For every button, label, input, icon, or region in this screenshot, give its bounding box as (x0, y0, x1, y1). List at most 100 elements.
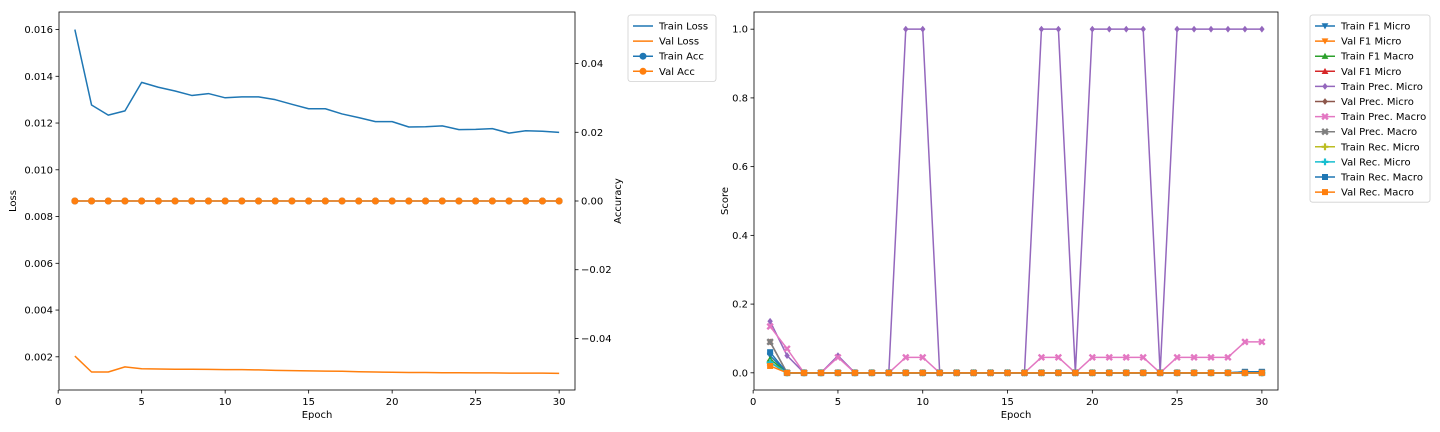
data-point-val-rec-macro (834, 369, 841, 376)
data-point-train-prec-micro (1106, 25, 1112, 33)
y-tick-label: 0.008 (24, 212, 53, 223)
score-chart-legend: Train F1 Micro Val F1 Micro Train F1 Macro… (1309, 14, 1431, 203)
legend-label: Train Rec. Micro (1340, 142, 1420, 153)
legend-entry-train-f1-macro: Train F1 Macro (1315, 52, 1414, 63)
data-point-train-prec-macro (1122, 353, 1130, 362)
y-tick-label: 0.2 (732, 300, 748, 311)
data-point-val-acc (371, 197, 379, 205)
data-point-val-acc (405, 197, 413, 205)
y-tick-label: 0.0 (732, 368, 748, 379)
series-val-rec-macro (767, 362, 1265, 376)
data-point-train-prec-macro (766, 322, 774, 331)
x-tick-label: 20 (1086, 397, 1099, 408)
legend-label: Val Prec. Micro (1341, 97, 1414, 108)
legend-swatch-marker (1321, 158, 1329, 166)
loss-chart-plot-area (71, 29, 563, 375)
data-point-train-prec-micro (1123, 25, 1129, 33)
legend-entry-val-prec-macro: Val Prec. Macro (1315, 127, 1417, 138)
y-tick-label: 0.8 (732, 93, 748, 104)
score-chart: 0 5 10 15 20 25 30 0.0 0.2 0.4 0.6 0.8 1.0 Epoch Sco… (720, 11, 1431, 421)
legend-label: Val Rec. Micro (1341, 157, 1411, 168)
data-point-val-acc (388, 197, 396, 205)
data-point-train-prec-macro (919, 353, 927, 362)
score-chart-x-axis-label: Epoch (1001, 410, 1032, 421)
data-point-val-acc (238, 197, 246, 205)
legend-swatch-marker (639, 52, 647, 60)
x-tick-label: 0 (750, 397, 756, 408)
series-val-acc (71, 197, 563, 205)
data-point-val-acc (488, 197, 496, 205)
legend-swatch-marker (1322, 83, 1328, 90)
data-point-train-prec-macro (1190, 353, 1198, 362)
data-point-val-rec-macro (851, 369, 858, 376)
data-point-train-prec-macro (902, 353, 910, 362)
data-point-val-acc (455, 197, 463, 205)
data-point-val-acc (305, 197, 313, 205)
y2-tick-label: −0.02 (581, 265, 612, 276)
data-point-val-acc (321, 197, 329, 205)
series-val-loss (74, 355, 560, 375)
legend-entry-train-prec-macro: Train Prec. Macro (1315, 112, 1426, 123)
legend-swatch-marker (1321, 67, 1329, 75)
legend-entry-train-loss: Train Loss (633, 22, 708, 33)
loss-chart-frame (58, 11, 576, 391)
data-point-train-f1-macro (766, 355, 774, 362)
legend-entry-val-rec-macro: Val Rec. Macro (1315, 188, 1414, 199)
x-tick-label: 5 (138, 397, 144, 408)
legend-label: Train F1 Micro (1340, 22, 1410, 33)
x-tick-label: 15 (1001, 397, 1014, 408)
legend-entry-val-rec-micro: Val Rec. Micro (1315, 157, 1411, 168)
legend-entry-val-f1-micro: Val F1 Micro (1315, 37, 1401, 48)
data-point-val-rec-macro (784, 369, 791, 376)
legend-entry-train-f1-micro: Train F1 Micro (1315, 22, 1410, 33)
y-tick-label: 0.004 (24, 306, 53, 317)
data-point-val-acc (538, 197, 546, 205)
data-point-val-rec-macro (1106, 369, 1113, 376)
y2-tick-label: −0.04 (581, 334, 612, 345)
data-point-train-prec-macro (1207, 353, 1215, 362)
legend-swatch-marker (1322, 98, 1328, 105)
legend-swatch-marker (1321, 38, 1329, 45)
series-line-val-loss (74, 355, 560, 375)
x-tick-label: 0 (55, 397, 61, 408)
score-chart-ticks: 0 5 10 15 20 25 30 0.0 0.2 0.4 0.6 0.8 1.0 (732, 25, 1268, 408)
y-tick-label: 0.016 (24, 25, 53, 36)
data-point-train-prec-macro (1224, 353, 1232, 362)
legend-swatch-marker (1321, 128, 1329, 136)
data-point-val-rec-macro (919, 369, 926, 376)
x-tick-label: 25 (469, 397, 482, 408)
score-chart-y-axis-label: Score (720, 187, 731, 215)
data-point-val-acc (522, 197, 530, 205)
x-tick-label: 20 (386, 397, 399, 408)
data-point-val-rec-macro (1055, 369, 1062, 376)
score-chart-frame (753, 11, 1279, 391)
legend-label: Val F1 Micro (1341, 37, 1401, 48)
series-layer (766, 25, 1266, 377)
data-point-val-rec-macro (953, 369, 960, 376)
x-tick-label: 25 (1171, 397, 1184, 408)
legend-entry-train-rec-micro: Train Rec. Micro (1315, 142, 1420, 153)
data-point-val-rec-macro (1258, 369, 1265, 376)
data-point-train-prec-macro (1258, 338, 1266, 346)
data-point-val-acc (505, 197, 513, 205)
x-tick-label: 5 (835, 397, 841, 408)
data-point-train-prec-micro (1038, 25, 1045, 33)
data-point-train-prec-micro (903, 25, 909, 33)
legend-label: Val F1 Micro (1341, 67, 1401, 78)
data-point-train-prec-micro (1191, 25, 1197, 33)
y-tick-label: 0.006 (24, 259, 53, 270)
data-point-train-prec-micro (1225, 25, 1231, 33)
data-point-val-rec-macro (1191, 369, 1198, 376)
y-tick-label: 0.010 (24, 165, 53, 176)
legend-box (1309, 14, 1431, 203)
data-point-train-prec-micro (1208, 25, 1214, 33)
legend-entry-val-f1-micro: Val F1 Micro (1315, 67, 1401, 78)
data-point-val-rec-macro (1089, 369, 1096, 376)
loss-chart-y-axis-label: Loss (8, 190, 19, 212)
y-tick-label: 0.4 (732, 231, 748, 242)
data-point-val-rec-macro (1004, 369, 1011, 376)
y-tick-label: 0.002 (24, 352, 53, 363)
series-train-loss (74, 29, 560, 134)
data-point-val-acc (338, 197, 346, 205)
